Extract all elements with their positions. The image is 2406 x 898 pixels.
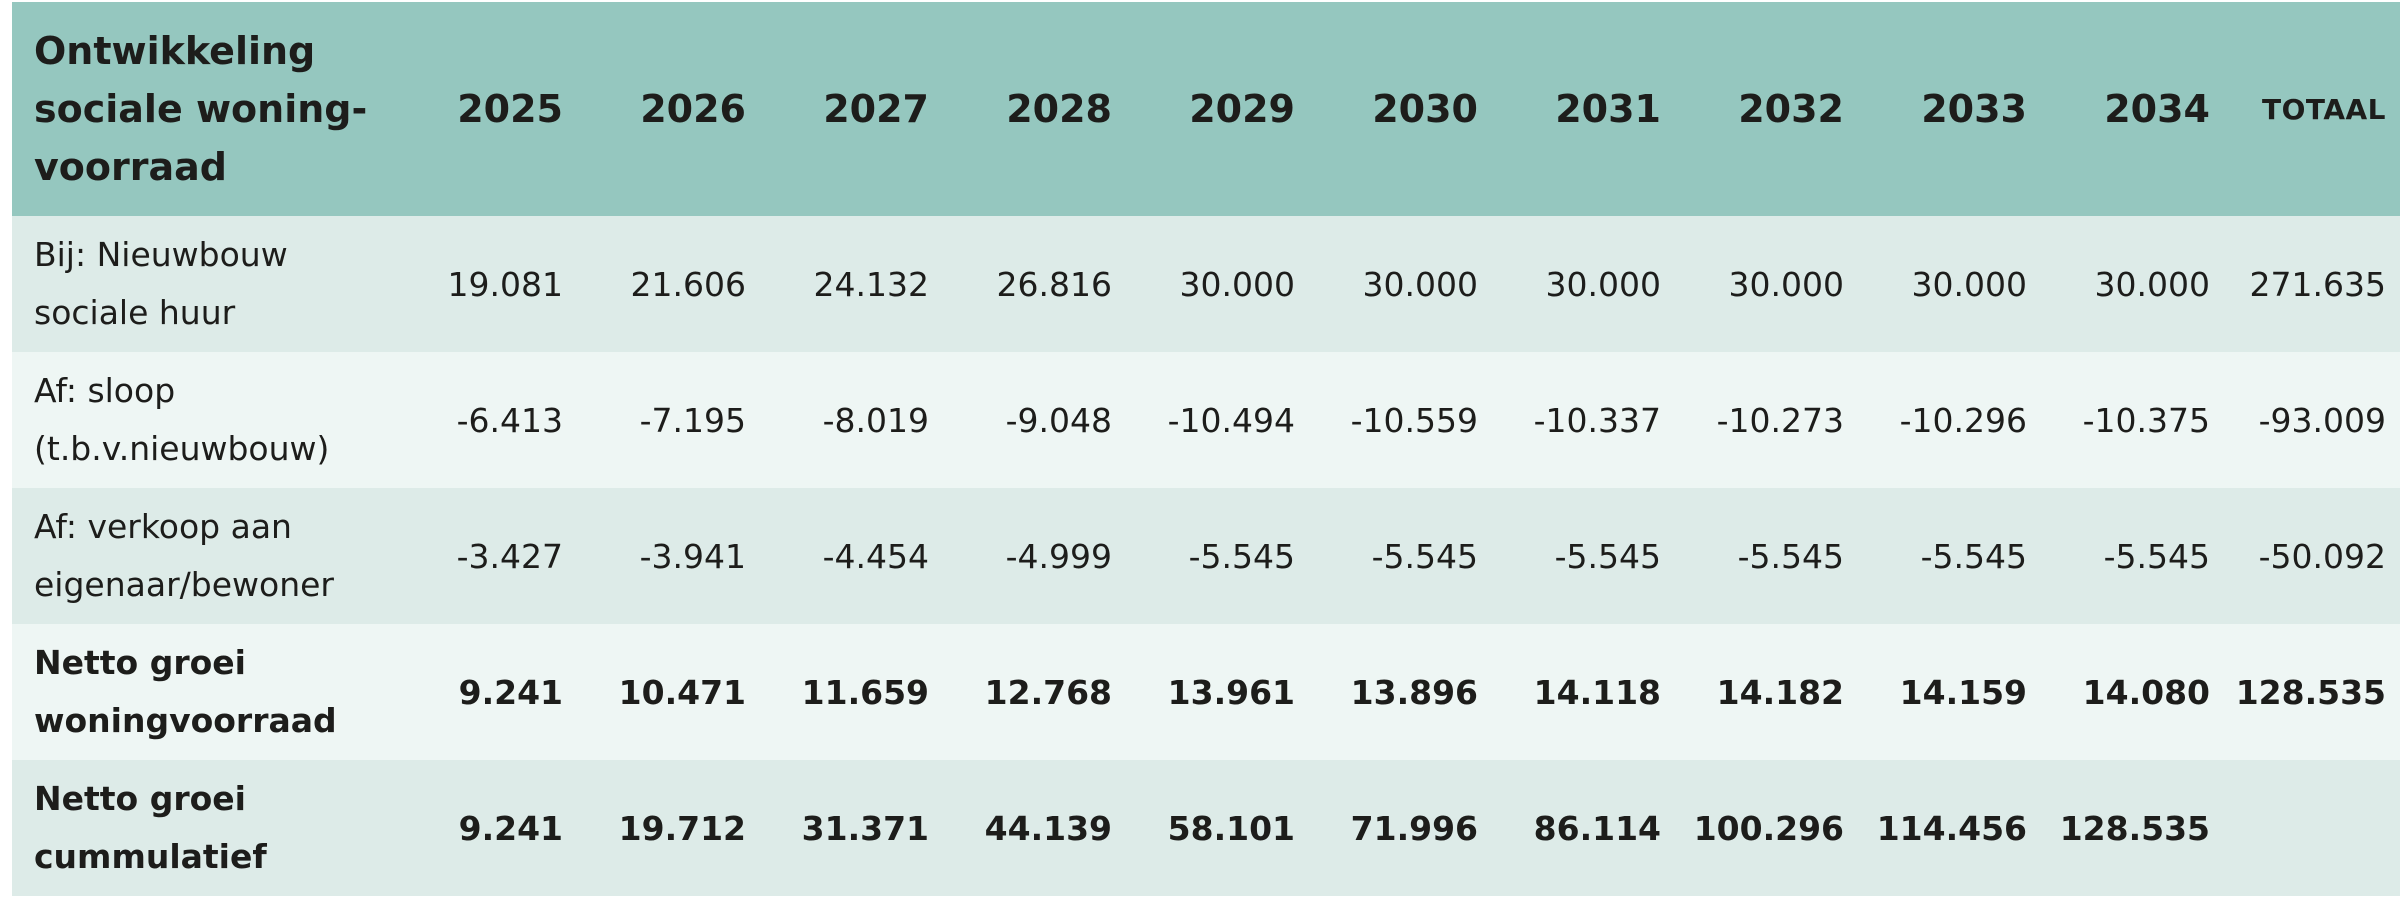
value-cell: 9.241 [458,672,563,712]
table-body: Bij: Nieuwbouw sociale huur 19.081 21.606 24… [12,216,2400,896]
header-year: 2026 [640,87,746,131]
header-year: 2033 [1921,87,2027,131]
value-cell: -5.545 [1737,536,1844,576]
header-label: Ontwikkeling sociale woning- voorraad [12,2,400,216]
value-cell: -3.427 [456,536,563,576]
table-row: Af: sloop (t.b.v.nieuwbouw) -6.413 -7.195 -8… [12,352,2400,488]
row-label: Bij: Nieuwbouw sociale huur [12,216,400,352]
total-cell [2230,760,2400,896]
header-year: 2031 [1555,87,1661,131]
row-label-line: Bij: Nieuwbouw [34,235,288,274]
value-cell: 10.471 [618,672,746,712]
table-row: Netto groei cummulatief 9.241 19.712 31.371 4… [12,760,2400,896]
value-cell: 128.535 [2059,808,2210,848]
value-cell: 14.080 [2082,672,2210,712]
value-cell: -7.195 [639,400,746,440]
table-row: Netto groei woningvoorraad 9.241 10.471 11.6… [12,624,2400,760]
row-label-line: (t.b.v.nieuwbouw) [34,429,330,468]
value-cell: 12.768 [984,672,1112,712]
header-year: 2025 [457,87,563,131]
value-cell: -6.413 [456,400,563,440]
value-cell: 21.606 [630,264,746,304]
value-cell: -9.048 [1005,400,1112,440]
value-cell: 30.000 [1728,264,1844,304]
value-cell: 14.159 [1899,672,2027,712]
value-cell: -10.494 [1167,400,1295,440]
row-label: Af: sloop (t.b.v.nieuwbouw) [12,352,400,488]
value-cell: 13.896 [1350,672,1478,712]
row-label: Netto groei cummulatief [12,760,400,896]
header-year: 2034 [2104,87,2210,131]
row-label-line: Af: verkoop aan [34,507,292,546]
value-cell: -5.545 [1188,536,1295,576]
value-cell: 86.114 [1533,808,1661,848]
header-label-line: voorraad [34,145,227,189]
value-cell: 13.961 [1167,672,1295,712]
housing-stock-table: Ontwikkeling sociale woning- voorraad 20… [12,2,2400,896]
value-cell: 19.081 [447,264,563,304]
value-cell: 14.182 [1716,672,1844,712]
value-cell: -5.545 [1554,536,1661,576]
header-total: TOTAAL [2261,92,2386,126]
value-cell: 58.101 [1167,808,1295,848]
row-label-line: Netto groei [34,643,246,682]
row-label-line: eigenaar/bewoner [34,565,334,604]
value-cell: 14.118 [1533,672,1661,712]
total-cell: -93.009 [2258,400,2386,440]
row-label-line: cummulatief [34,837,267,876]
value-cell: -10.337 [1533,400,1661,440]
table-header: Ontwikkeling sociale woning- voorraad 20… [12,2,2400,216]
value-cell: -4.454 [822,536,929,576]
value-cell: -4.999 [1005,536,1112,576]
value-cell: 100.296 [1693,808,1844,848]
header-year: 2029 [1189,87,1295,131]
value-cell: 24.132 [813,264,929,304]
row-label: Netto groei woningvoorraad [12,624,400,760]
value-cell: 71.996 [1350,808,1478,848]
total-cell: 271.635 [2249,264,2386,304]
value-cell: 26.816 [996,264,1112,304]
row-label-line: Netto groei [34,779,246,818]
row-label-line: woningvoorraad [34,701,337,740]
value-cell: 114.456 [1876,808,2027,848]
value-cell: -3.941 [639,536,746,576]
value-cell: -5.545 [1371,536,1478,576]
value-cell: 30.000 [1911,264,2027,304]
value-cell: -5.545 [1920,536,2027,576]
housing-stock-table-container: Ontwikkeling sociale woning- voorraad 20… [12,2,2400,896]
row-label: Af: verkoop aan eigenaar/bewoner [12,488,400,624]
header-row: Ontwikkeling sociale woning- voorraad 20… [12,2,2400,216]
table-row: Af: verkoop aan eigenaar/bewoner -3.427 -3.… [12,488,2400,624]
header-year: 2030 [1372,87,1478,131]
header-year: 2028 [1006,87,1112,131]
value-cell: -8.019 [822,400,929,440]
value-cell: 44.139 [984,808,1112,848]
value-cell: -10.375 [2082,400,2210,440]
row-label-line: sociale huur [34,293,236,332]
value-cell: 30.000 [2094,264,2210,304]
header-year: 2032 [1738,87,1844,131]
total-cell: 128.535 [2235,672,2386,712]
header-label-line: sociale woning- [34,87,368,131]
value-cell: 30.000 [1362,264,1478,304]
value-cell: 31.371 [801,808,929,848]
value-cell: 11.659 [801,672,929,712]
value-cell: -10.273 [1716,400,1844,440]
table-row: Bij: Nieuwbouw sociale huur 19.081 21.606 24… [12,216,2400,352]
value-cell: 30.000 [1545,264,1661,304]
value-cell: 19.712 [618,808,746,848]
value-cell: 30.000 [1179,264,1295,304]
total-cell: -50.092 [2258,536,2386,576]
row-label-line: Af: sloop [34,371,176,410]
header-year: 2027 [823,87,929,131]
value-cell: 9.241 [458,808,563,848]
value-cell: -10.296 [1899,400,2027,440]
value-cell: -10.559 [1350,400,1478,440]
header-label-line: Ontwikkeling [34,29,316,73]
value-cell: -5.545 [2103,536,2210,576]
